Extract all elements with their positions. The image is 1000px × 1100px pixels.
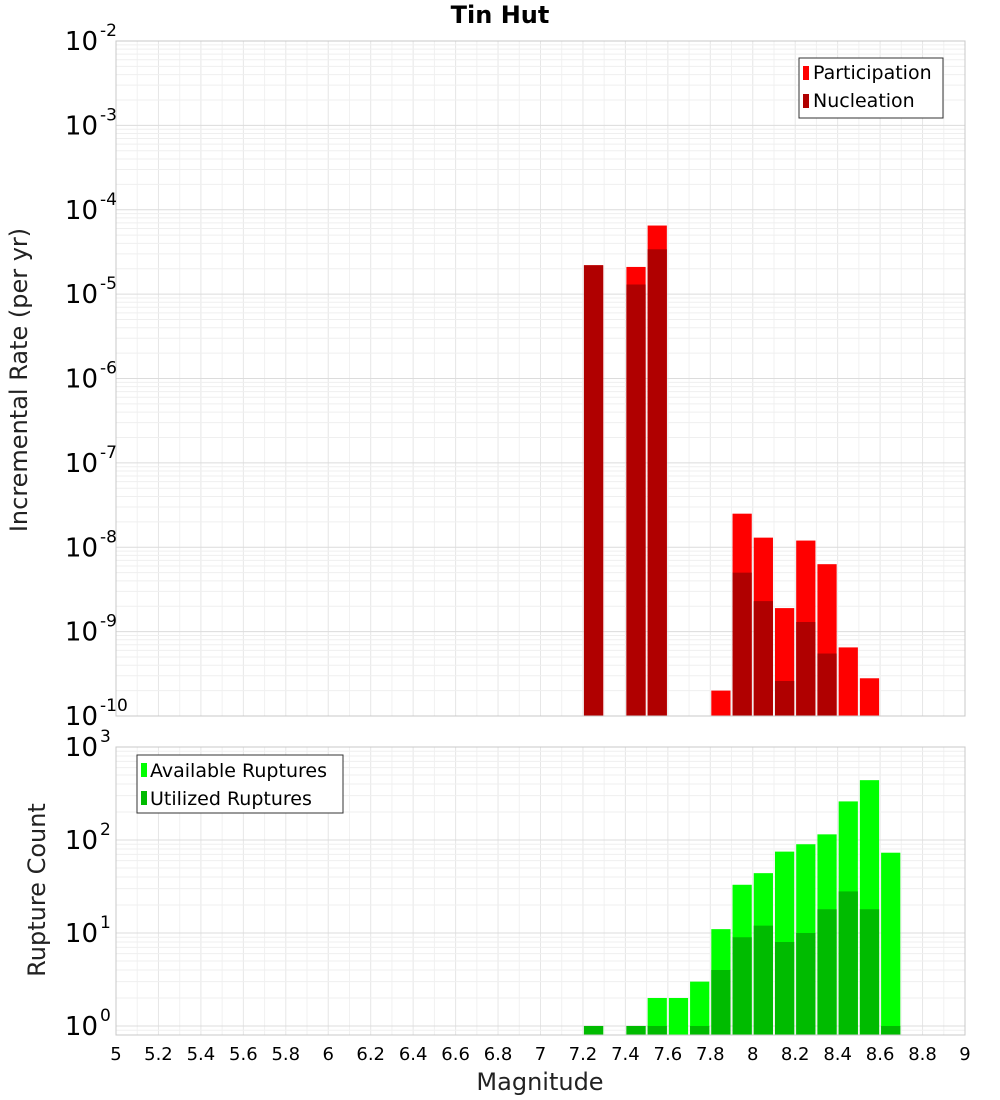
utilized-ruptures-bar: [711, 969, 731, 1035]
nucleation-bar: [732, 572, 752, 716]
x-tick-label: 6.8: [484, 1044, 513, 1065]
x-tick-label: 7.8: [696, 1044, 725, 1065]
bottom-y-tick-label: 10 1: [65, 913, 111, 949]
bottom-legend: Available Ruptures Utilized Ruptures: [136, 754, 344, 814]
x-tick-label: 8.4: [823, 1044, 852, 1065]
top-bars: [583, 225, 880, 716]
top-gridlines: [116, 41, 965, 716]
utilized-ruptures-bar: [732, 937, 752, 1035]
utilized-ruptures-bar: [647, 1025, 667, 1035]
top-y-tick-label: 10 -7: [65, 443, 117, 479]
top-y-axis-label: Incremental Rate (per yr): [5, 228, 33, 532]
x-tick-label: 8.8: [908, 1044, 937, 1065]
x-tick-label: 6.2: [356, 1044, 385, 1065]
utilized-ruptures-bar: [796, 932, 816, 1035]
utilized-ruptures-bar: [881, 1025, 901, 1035]
x-tick-label: 5.4: [187, 1044, 216, 1065]
nucleation-bar: [817, 653, 837, 716]
x-tick-label: 6.4: [399, 1044, 428, 1065]
nucleation-bar: [583, 265, 604, 716]
x-tick-label: 6: [323, 1044, 334, 1065]
bottom-bars: [583, 780, 901, 1035]
x-tick-labels: 5 5.2 5.4 5.6 5.8 6 6.2 6.4 6.6 6.8 7 7.2 7.4 7.6 7.8 8…: [110, 1044, 970, 1065]
x-tick-label: 7.6: [654, 1044, 683, 1065]
nucleation-legend-swatch: [803, 94, 809, 108]
nucleation-bar: [626, 284, 646, 716]
bottom-y-tick-label: 10 3: [65, 727, 111, 763]
top-y-tick-label: 10 -4: [65, 190, 117, 226]
available-ruptures-bar: [668, 997, 689, 1035]
top-plot-border: [115, 40, 966, 717]
x-tick-label: 8.2: [781, 1044, 810, 1065]
utilized-ruptures-bar: [690, 1025, 710, 1035]
top-y-tick-labels: 10-10 10-9 10-8 10-7 10-6 10-5 10-4 10-3 10-2: [65, 21, 128, 732]
bottom-y-axis-label: Rupture Count: [23, 803, 51, 977]
bottom-plot-border: [115, 746, 966, 1036]
available-ruptures-bar: [647, 997, 667, 1035]
participation-nucleation-panel: 10-10 10-9 10-8 10-7 10-6 10-5 10-4 10-3 10-2 In…: [5, 21, 966, 732]
nucleation-bar: [647, 249, 667, 716]
participation-legend-label: Participation: [813, 62, 932, 84]
top-y-tick-label: 10 -5: [65, 274, 117, 310]
available-ruptures-legend-label: Available Ruptures: [150, 760, 327, 782]
participation-legend-swatch: [803, 66, 809, 80]
bottom-y-tick-label: 10 2: [65, 820, 111, 856]
x-tick-label: 5.6: [229, 1044, 258, 1065]
x-tick-label: 5: [110, 1044, 121, 1065]
top-y-tick-label: 10 -10: [65, 696, 128, 732]
bottom-y-tick-label: 10 0: [65, 1006, 111, 1042]
participation-bar: [838, 647, 858, 716]
top-y-tick-label: 10 -3: [65, 105, 117, 141]
available-ruptures-legend-swatch: [141, 763, 147, 777]
utilized-ruptures-bar: [626, 1025, 646, 1035]
nucleation-bar: [753, 601, 773, 716]
nucleation-legend-label: Nucleation: [813, 90, 915, 112]
utilized-ruptures-bar: [583, 1025, 604, 1035]
top-y-tick-label: 10 -2: [65, 21, 117, 57]
x-tick-label: 7.2: [569, 1044, 598, 1065]
x-axis-label: Magnitude: [476, 1068, 603, 1096]
top-legend-box: [798, 57, 944, 119]
participation-bar: [711, 690, 731, 716]
available-ruptures-bar: [881, 852, 901, 1035]
top-legend: Participation Nucleation: [798, 57, 944, 119]
x-tick-label: 7.4: [611, 1044, 640, 1065]
chart-title: Tin Hut: [451, 1, 550, 29]
nucleation-bar: [774, 680, 795, 716]
x-tick-label: 5.8: [271, 1044, 300, 1065]
x-tick-label: 6.6: [441, 1044, 470, 1065]
x-tick-label: 7: [535, 1044, 546, 1065]
utilized-ruptures-legend-label: Utilized Ruptures: [150, 788, 312, 810]
available-ruptures-bar: [690, 981, 710, 1035]
x-tick-label: 8: [747, 1044, 758, 1065]
utilized-ruptures-bar: [838, 891, 858, 1035]
utilized-ruptures-bar: [774, 942, 795, 1035]
top-y-tick-label: 10 -6: [65, 359, 117, 395]
participation-bar: [859, 678, 880, 716]
nucleation-bar: [796, 622, 816, 716]
x-tick-label: 9: [959, 1044, 970, 1065]
utilized-ruptures-bar: [753, 925, 773, 1035]
x-tick-label: 5.2: [144, 1044, 173, 1065]
bottom-legend-box: [136, 754, 344, 814]
x-tick-label: 8.6: [866, 1044, 895, 1065]
top-y-tick-label: 10 -8: [65, 527, 117, 563]
utilized-ruptures-legend-swatch: [141, 791, 147, 805]
utilized-ruptures-bar: [859, 909, 880, 1035]
top-y-tick-label: 10 -9: [65, 612, 117, 648]
utilized-ruptures-bar: [817, 909, 837, 1035]
